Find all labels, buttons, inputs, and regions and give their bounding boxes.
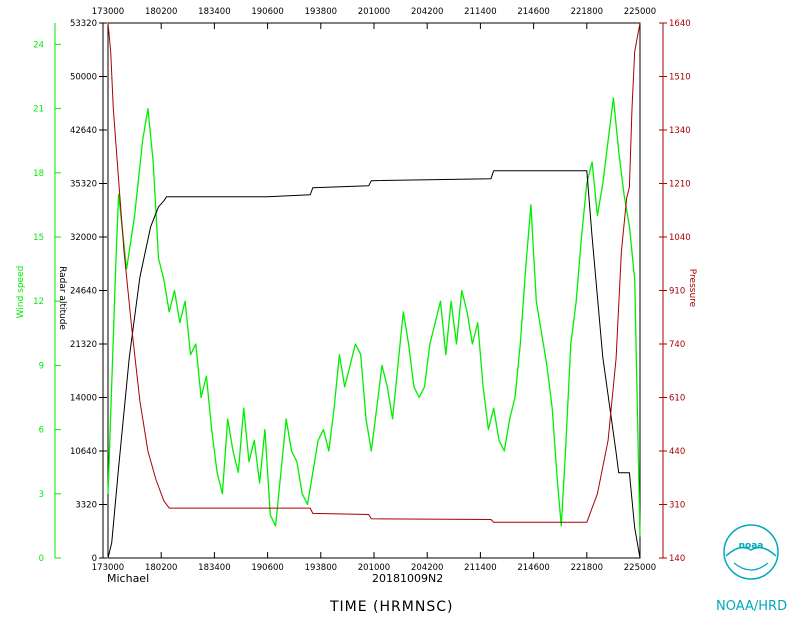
altitude-tick-label: 10640 xyxy=(70,447,97,457)
noaa-seagull-logo: noaa xyxy=(723,524,779,580)
x-tick-label-bottom: 180200 xyxy=(145,563,177,573)
x-tick-label-top: 173000 xyxy=(92,7,124,17)
altitude-tick-label: 21320 xyxy=(70,340,97,350)
x-tick-label-top: 180200 xyxy=(145,7,177,17)
x-tick-label-top: 221800 xyxy=(571,7,603,17)
pressure-tick-label: 1340 xyxy=(669,126,691,136)
altitude-axis-title: Radar altitude xyxy=(57,266,67,330)
altitude-tick-label: 42640 xyxy=(70,126,97,136)
wind-tick-label: 3 xyxy=(39,490,44,500)
x-tick-label-bottom: 211400 xyxy=(464,563,496,573)
altitude-series-line xyxy=(107,170,641,559)
altitude-tick-label: 3320 xyxy=(75,501,97,511)
storm-name-label: Michael xyxy=(107,572,150,585)
wind-tick-label: 18 xyxy=(33,169,44,179)
logo-text: noaa xyxy=(739,541,764,551)
pressure-tick-label: 910 xyxy=(669,287,685,297)
wind-axis-title: Wind speed xyxy=(16,266,26,319)
pressure-tick-label: 1210 xyxy=(669,180,691,190)
x-axis-title: TIME (HRMNSC) xyxy=(330,599,454,615)
wind-tick-label: 0 xyxy=(39,554,44,564)
wind-tick-label: 12 xyxy=(33,297,44,307)
altitude-tick-label: 32000 xyxy=(70,233,97,243)
wind-tick-label: 24 xyxy=(33,40,44,50)
altitude-tick-label: 53320 xyxy=(70,19,97,29)
flight-id-label: 20181009N2 xyxy=(372,572,444,585)
wind-tick-label: 15 xyxy=(33,233,44,243)
pressure-series-line xyxy=(107,22,641,523)
agency-label: NOAA/HRD xyxy=(716,599,788,614)
wind-series-line xyxy=(107,97,641,537)
altitude-tick-label: 35320 xyxy=(70,180,97,190)
pressure-axis-title: Pressure xyxy=(687,269,697,308)
x-tick-label-bottom: 173000 xyxy=(92,563,124,573)
pressure-tick-label: 610 xyxy=(669,394,685,404)
x-tick-label-bottom: 225000 xyxy=(624,563,656,573)
wind-tick-label: 6 xyxy=(39,426,44,436)
x-tick-label-top: 190600 xyxy=(251,7,283,17)
pressure-tick-label: 140 xyxy=(669,554,685,564)
altitude-tick-label: 24640 xyxy=(70,287,97,297)
x-tick-label-bottom: 221800 xyxy=(571,563,603,573)
x-tick-label-top: 183400 xyxy=(198,7,230,17)
x-tick-label-bottom: 214600 xyxy=(517,563,549,573)
pressure-tick-label: 1510 xyxy=(669,73,691,83)
pressure-tick-label: 1640 xyxy=(669,19,691,29)
x-tick-label-bottom: 201000 xyxy=(358,563,390,573)
x-tick-label-bottom: 183400 xyxy=(198,563,230,573)
wind-tick-label: 9 xyxy=(39,361,44,371)
pressure-tick-label: 440 xyxy=(669,447,685,457)
pressure-tick-label: 740 xyxy=(669,340,685,350)
altitude-tick-label: 0 xyxy=(92,554,97,564)
wind-tick-label: 21 xyxy=(33,105,44,115)
x-tick-label-top: 214600 xyxy=(517,7,549,17)
x-tick-label-top: 204200 xyxy=(411,7,443,17)
altitude-tick-label: 14000 xyxy=(70,394,97,404)
x-tick-label-bottom: 204200 xyxy=(411,563,443,573)
x-tick-label-top: 225000 xyxy=(624,7,656,17)
pressure-tick-label: 310 xyxy=(669,501,685,511)
plot-frame xyxy=(107,22,641,559)
pressure-tick-label: 1040 xyxy=(669,233,691,243)
x-tick-label-bottom: 190600 xyxy=(251,563,283,573)
x-tick-label-bottom: 193800 xyxy=(305,563,337,573)
x-tick-label-top: 193800 xyxy=(305,7,337,17)
x-tick-label-top: 201000 xyxy=(358,7,390,17)
x-tick-label-top: 211400 xyxy=(464,7,496,17)
altitude-tick-label: 50000 xyxy=(70,73,97,83)
